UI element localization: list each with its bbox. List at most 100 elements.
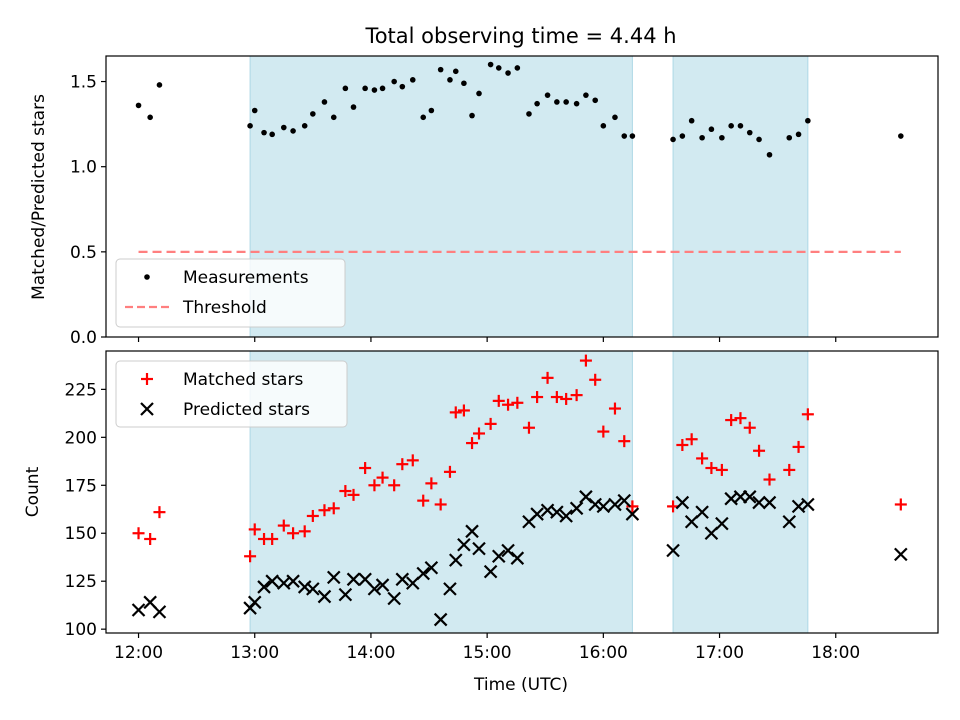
predicted-star-stroke-b	[501, 543, 515, 558]
measurement-point	[583, 92, 589, 98]
measurement-point	[420, 114, 427, 121]
measurement-point	[452, 68, 459, 75]
measurement-point	[447, 77, 453, 83]
matched-star-point	[792, 440, 805, 453]
matched-star-point	[434, 498, 447, 511]
legend-matched-marker	[141, 373, 153, 385]
matched-star-point	[457, 404, 470, 417]
measurement-point	[251, 107, 258, 114]
matched-star-point	[511, 396, 524, 409]
predicted-star-point	[530, 507, 544, 521]
measurement-point	[795, 131, 802, 138]
top-y-tick-label: 1.0	[70, 158, 97, 178]
bottom-x-ticks: 12:00 13:00 14:00 15:00 16:00 17:00 18:00	[114, 633, 860, 663]
x-tick-label: 18:00	[811, 643, 860, 663]
predicted-star-stroke-b	[306, 582, 320, 596]
measurement-point	[147, 114, 153, 121]
predicted-star-point	[483, 564, 498, 579]
matched-star-point	[801, 408, 814, 421]
bottom-y-tick-label: 100	[65, 620, 97, 640]
top-span-2	[672, 55, 809, 338]
matched-star-point	[715, 463, 728, 476]
measurement-points	[135, 61, 904, 158]
predicted-star-stroke-b	[395, 572, 410, 587]
measurement-point	[342, 85, 349, 92]
predicted-star-point	[405, 576, 420, 590]
predicted-star-stroke-b	[588, 497, 602, 512]
top-y-tick-label: 0.5	[70, 243, 97, 263]
measurement-point	[371, 87, 378, 93]
legend-measurements-label: Measurements	[183, 268, 309, 288]
measurement-point	[409, 77, 416, 83]
matched-star-point	[339, 485, 352, 498]
measurement-point	[756, 136, 762, 143]
measurement-point	[379, 85, 386, 92]
predicted-star-point	[801, 497, 815, 512]
predicted-star-stroke-b	[465, 524, 479, 539]
measurement-point	[699, 134, 705, 141]
x-tick-label: 16:00	[579, 643, 628, 663]
matched-star-point	[560, 392, 573, 405]
predicted-star-stroke-b	[424, 560, 439, 575]
predicted-star-stroke-b	[247, 595, 262, 610]
measurement-point	[135, 102, 142, 109]
measurement-point	[592, 97, 599, 104]
matched-star-point	[626, 500, 639, 513]
legend-matched-label: Matched stars	[183, 370, 303, 390]
measurement-point	[670, 136, 676, 143]
measurement-point	[534, 100, 540, 107]
matched-star-point	[753, 444, 766, 457]
measurement-point	[621, 133, 628, 139]
bottom-legend: Matched stars Predicted stars	[115, 360, 348, 428]
bottom-y-tick-label: 225	[65, 380, 97, 400]
predicted-star-point	[472, 541, 486, 556]
predicted-star-point	[491, 549, 506, 564]
predicted-star-point	[550, 505, 564, 519]
matched-star-point	[144, 533, 157, 545]
predicted-star-stroke-b	[801, 497, 815, 512]
predicted-star-point	[338, 587, 353, 602]
bottom-y-tick-label: 200	[65, 428, 97, 448]
predicted-star-point	[684, 514, 699, 529]
predicted-star-stroke-b	[666, 543, 680, 558]
predicted-star-stroke-b	[608, 497, 622, 512]
top-x-ticks	[137, 337, 837, 342]
measurement-point	[330, 114, 337, 121]
predicted-star-stroke-b	[675, 495, 690, 510]
predicted-star-stroke-b	[742, 490, 757, 504]
measurement-point	[526, 111, 532, 117]
measurement-point	[679, 133, 686, 139]
predicted-star-point	[265, 574, 279, 588]
predicted-star-stroke-b	[569, 501, 584, 516]
matched-star-point	[783, 463, 796, 476]
predicted-star-point	[666, 543, 680, 558]
predicted-star-point	[588, 497, 602, 512]
predicted-star-stroke-b	[704, 526, 719, 541]
predicted-star-point	[131, 603, 146, 617]
measurement-point	[476, 90, 482, 97]
measurement-point	[573, 100, 580, 107]
predicted-star-point	[510, 551, 525, 565]
x-axis-label: Time (UTC)	[473, 675, 568, 695]
predicted-star-point	[608, 497, 622, 512]
matched-star-point	[153, 506, 166, 519]
predicted-star-stroke-b	[530, 507, 544, 521]
legend-threshold-label: Threshold	[182, 298, 267, 318]
matched-star-point	[743, 421, 756, 434]
matched-star-point	[347, 488, 360, 501]
matched-star-point	[492, 394, 505, 407]
bottom-y-ticks: 100 125 150 175 200 225	[65, 380, 106, 640]
measurement-point	[898, 133, 904, 139]
predicted-star-stroke-b	[416, 566, 431, 581]
measurement-point	[310, 111, 316, 117]
measurement-point	[469, 112, 475, 119]
x-tick-label: 14:00	[346, 643, 395, 663]
matched-star-point	[696, 452, 709, 465]
matched-star-point	[734, 412, 747, 425]
predicted-star-stroke-b	[596, 499, 611, 514]
matched-star-point	[277, 519, 290, 532]
matched-star-point	[608, 402, 621, 415]
predicted-star-stroke-b	[579, 490, 593, 504]
measurement-point	[612, 114, 618, 121]
